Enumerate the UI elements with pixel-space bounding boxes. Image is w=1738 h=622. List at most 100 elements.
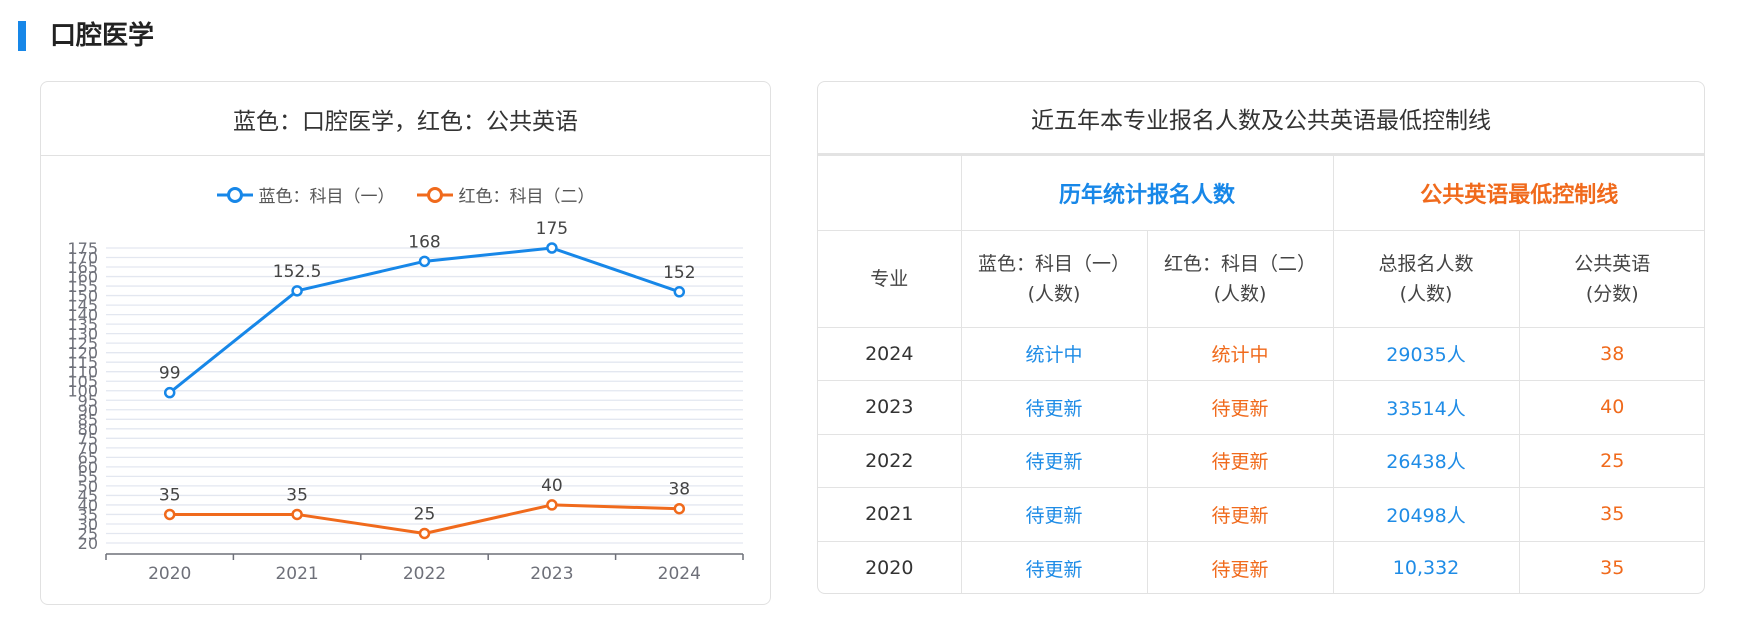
cell-english: 35	[1518, 540, 1704, 593]
cell-english: 38	[1518, 326, 1704, 381]
y-tick-label: 45	[78, 486, 98, 505]
y-tick-label: 105	[67, 372, 98, 391]
y-tick-label: 110	[67, 363, 98, 382]
data-point[interactable]	[546, 242, 558, 254]
data-point[interactable]	[418, 527, 431, 540]
cell-subject2: 统计中	[1146, 326, 1334, 381]
y-tick-label: 65	[78, 448, 98, 467]
cell-total: 26438人	[1332, 433, 1520, 488]
y-tick-label: 100	[67, 382, 98, 401]
data-label: 175	[536, 219, 568, 239]
x-tick-label: 2023	[530, 564, 573, 584]
data-point[interactable]	[418, 255, 431, 268]
group-header-registrations: 历年统计报名人数	[960, 156, 1334, 231]
col-header-unit: (分数)	[1585, 282, 1639, 305]
data-label: 35	[286, 485, 308, 505]
y-tick-label: 30	[78, 515, 98, 534]
legend-label: 蓝色：科目（一）	[258, 187, 395, 207]
data-label: 168	[408, 232, 440, 252]
legend-item-subject2[interactable]: 红色：科目（二）	[416, 182, 595, 207]
y-tick-label: 85	[78, 410, 98, 429]
data-point[interactable]	[673, 502, 686, 515]
stats-table: 历年统计报名人数 公共英语最低控制线 专业 蓝色：科目（一） (人数) 红色：科目…	[818, 156, 1704, 593]
y-tick-label: 155	[67, 277, 98, 296]
cell-english: 40	[1518, 380, 1704, 435]
col-header-label: 总报名人数	[1378, 252, 1474, 275]
y-tick-label: 130	[67, 325, 98, 344]
cell-subject1: 统计中	[960, 326, 1148, 381]
data-point[interactable]	[163, 386, 176, 399]
col-header-unit: (人数)	[1399, 282, 1453, 305]
line-chart: 2025303540455055606570758085909510010511…	[67, 219, 744, 584]
cell-subject1: 待更新	[960, 540, 1148, 593]
group-header-row: 历年统计报名人数 公共英语最低控制线	[818, 156, 1704, 231]
section-accent-bar	[18, 21, 26, 51]
y-tick-label: 60	[78, 458, 98, 477]
col-header-label: 红色：科目（二）	[1164, 252, 1317, 275]
data-label: 99	[159, 364, 181, 384]
section-title: 口腔医学	[50, 21, 155, 51]
data-label: 38	[668, 480, 690, 500]
table-row: 2020 待更新 待更新 10,332 35	[818, 540, 1704, 593]
data-label: 152	[663, 263, 695, 283]
stats-table-card: 近五年本专业报名人数及公共英语最低控制线 历年统计报名人数 公共英语最低控制线 …	[817, 81, 1705, 594]
legend-item-subject1[interactable]: 蓝色：科目（一）	[216, 182, 395, 207]
table-row: 2024 统计中 统计中 29035人 38	[818, 326, 1704, 381]
y-tick-label: 50	[78, 477, 98, 496]
cell-subject2: 待更新	[1146, 433, 1334, 488]
y-tick-label: 90	[78, 401, 98, 420]
data-point[interactable]	[291, 285, 303, 297]
cell-subject1: 待更新	[960, 433, 1148, 488]
cell-english: 35	[1518, 487, 1704, 542]
y-tick-label: 165	[67, 258, 98, 277]
cell-subject1: 待更新	[960, 487, 1148, 542]
cell-total: 33514人	[1332, 380, 1520, 435]
table-row: 2021 待更新 待更新 20498人 35	[818, 487, 1704, 542]
chart-title: 蓝色：口腔医学，红色：公共英语	[41, 82, 770, 156]
data-point[interactable]	[163, 508, 176, 521]
y-tick-label: 75	[78, 429, 98, 448]
col-header-label: 蓝色：科目（一）	[977, 252, 1130, 275]
cell-year: 2023	[818, 380, 962, 435]
cell-subject2: 待更新	[1146, 487, 1334, 542]
chart-card: 蓝色：口腔医学，红色：公共英语 20 25 30 35 40 45 50 55 60 65 70 75…	[40, 81, 771, 605]
y-tick-label: 80	[78, 420, 98, 439]
cell-year: 2021	[818, 487, 962, 542]
cell-subject2: 待更新	[1146, 540, 1334, 593]
data-label: 25	[414, 504, 436, 524]
y-tick-label: 40	[78, 496, 98, 515]
y-tick-label: 70	[78, 439, 98, 458]
table-row: 2023 待更新 待更新 33514人 40	[818, 380, 1704, 435]
data-point[interactable]	[291, 508, 303, 521]
cell-total: 10,332	[1332, 540, 1520, 593]
cell-subject2: 待更新	[1146, 380, 1334, 435]
data-point[interactable]	[546, 499, 558, 511]
data-label: 35	[159, 485, 181, 505]
y-tick-label: 150	[67, 287, 98, 306]
x-tick-label: 2022	[403, 564, 446, 584]
data-label: 152.5	[273, 262, 322, 282]
x-tick-label: 2024	[658, 564, 701, 584]
col-header-english: 公共英语 (分数)	[1518, 229, 1704, 328]
cell-english: 25	[1518, 433, 1704, 488]
y-tick-label: 25	[78, 524, 98, 543]
line-marker-icon	[216, 186, 253, 203]
col-header-subject2: 红色：科目（二） (人数)	[1146, 229, 1334, 328]
cell-year: 2024	[818, 326, 962, 381]
column-header-row: 专业 蓝色：科目（一） (人数) 红色：科目（二） (人数) 总报名人数 (人数) 公…	[818, 229, 1704, 328]
chart-legend: 蓝色：科目（一） 红色：科目（二）	[41, 182, 770, 207]
line-marker-icon	[416, 186, 453, 203]
y-tick-label: 170	[67, 249, 98, 268]
y-tick-label: 140	[67, 306, 98, 325]
x-tick-label: 2021	[275, 564, 318, 584]
group-header-english-line: 公共英语最低控制线	[1332, 156, 1704, 231]
y-tick-label: 160	[67, 268, 98, 287]
cell-year: 2020	[818, 540, 962, 593]
data-point[interactable]	[673, 286, 686, 298]
y-tick-label: 95	[78, 391, 98, 410]
col-header-unit: (人数)	[1213, 282, 1267, 305]
col-header-major: 专业	[818, 229, 962, 328]
y-tick-label: 125	[67, 334, 98, 353]
y-tick-label: 175	[67, 239, 98, 258]
col-header-label: 公共英语	[1574, 252, 1651, 275]
